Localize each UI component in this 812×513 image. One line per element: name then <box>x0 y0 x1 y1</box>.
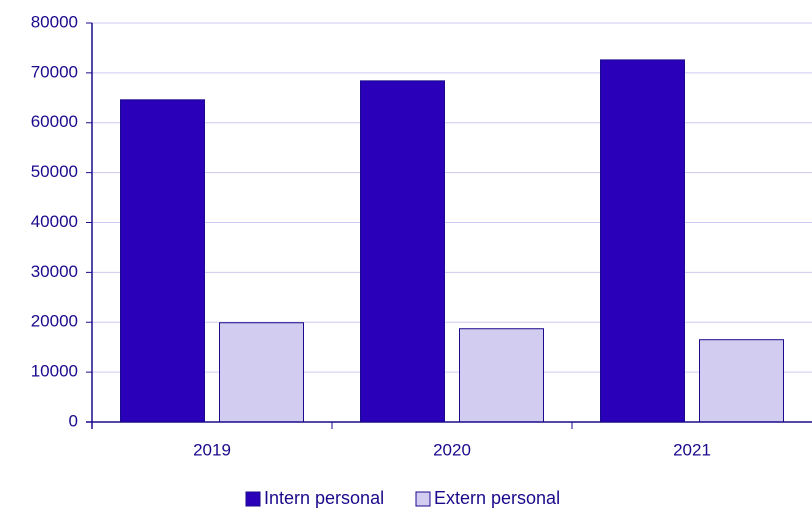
legend-label: Intern personal <box>264 488 384 508</box>
y-tick-label: 0 <box>69 411 78 430</box>
y-tick-label: 30000 <box>31 262 78 281</box>
bar <box>600 59 685 423</box>
legend-swatch <box>415 491 431 507</box>
legend-swatch <box>245 491 261 507</box>
x-tick-label: 2021 <box>673 440 711 459</box>
y-tick-label: 20000 <box>31 312 78 331</box>
bar <box>699 339 784 423</box>
y-tick-label: 10000 <box>31 362 78 381</box>
bar <box>120 99 205 423</box>
x-tick-label: 2020 <box>433 440 471 459</box>
bar <box>360 80 445 423</box>
x-tick-label: 2019 <box>193 440 231 459</box>
y-tick-label: 80000 <box>31 12 78 31</box>
y-tick-label: 50000 <box>31 162 78 181</box>
bar <box>459 328 544 423</box>
legend-label: Extern personal <box>434 488 560 508</box>
y-tick-label: 40000 <box>31 212 78 231</box>
y-tick-label: 60000 <box>31 112 78 131</box>
bar <box>219 322 304 423</box>
y-tick-label: 70000 <box>31 62 78 81</box>
